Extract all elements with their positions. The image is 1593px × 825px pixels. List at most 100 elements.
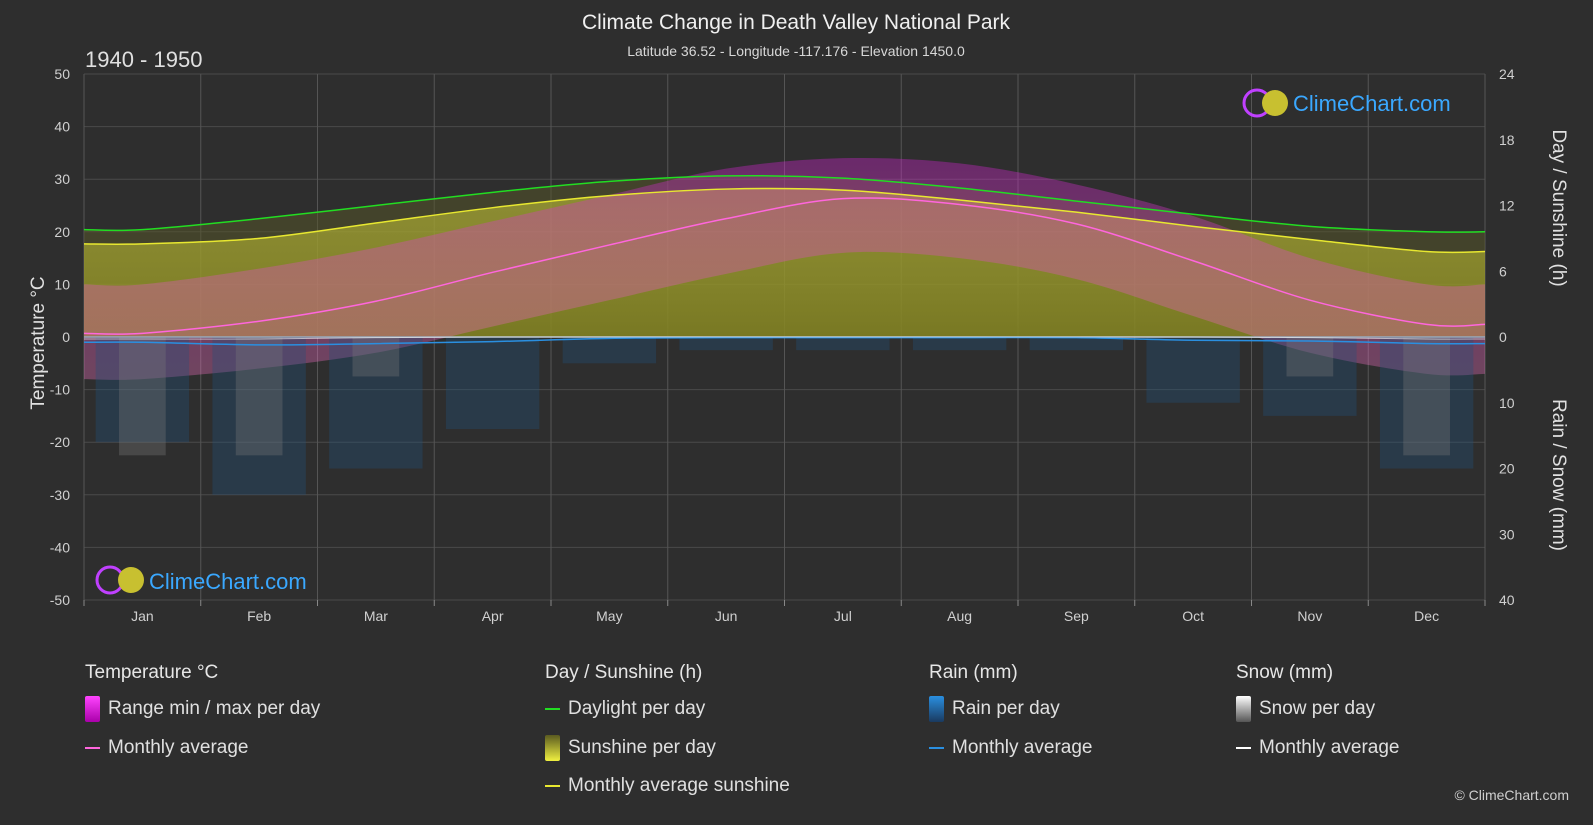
rain-bar: [562, 337, 657, 364]
y-left-axis-label: Temperature °C: [28, 276, 49, 409]
x-tick-label: Sep: [1064, 608, 1089, 624]
y-left-tick-label: 50: [54, 66, 70, 82]
temperature-range: [84, 157, 1485, 380]
x-tick-label: Apr: [482, 608, 504, 624]
y-left-tick-label: -50: [50, 592, 70, 608]
daylight-line: [83, 174, 1486, 233]
y-right-top-tick-label: 12: [1499, 198, 1515, 214]
legend-rain: Rain (mm) Rain per day Monthly average: [929, 662, 1092, 767]
temp-avg-line: [83, 197, 1486, 335]
rain-bar: [796, 337, 890, 351]
legend-snow-title: Snow (mm): [1236, 662, 1334, 683]
sunshine-swatch: [545, 734, 560, 761]
y-left-tick-label: 0: [62, 329, 70, 345]
y-right-top-tick-label: 6: [1499, 263, 1507, 279]
legend-label: Snow per day: [1259, 698, 1376, 720]
y-right-bottom-axis-label: Rain / Snow (mm): [1548, 399, 1569, 551]
legend-sunshine: Day / Sunshine (h) Daylight per day Suns…: [545, 662, 790, 806]
x-tick-label: Aug: [947, 608, 972, 624]
legend: Temperature °C Range min / max per day M…: [0, 662, 1593, 802]
sunshine-avg-line: [83, 187, 1486, 254]
y-left-tick-label: 40: [54, 119, 70, 135]
watermark-text-bottom: ClimeChart.com: [149, 569, 307, 594]
legend-label: Daylight per day: [568, 698, 706, 720]
legend-item-sunshine: Sunshine per day: [545, 729, 790, 768]
rain-bar: [212, 337, 306, 495]
logo-sun-icon: [1262, 90, 1288, 116]
period-label: 1940 - 1950: [85, 47, 202, 72]
chart-title: Climate Change in Death Valley National …: [582, 11, 1010, 34]
x-tick-label: May: [596, 608, 622, 624]
y-right-top-tick-label: 18: [1499, 132, 1515, 148]
rain-bar: [912, 337, 1007, 351]
legend-temperature-title: Temperature °C: [85, 662, 219, 683]
snow-swatch: [1236, 696, 1251, 723]
snow-bar: [235, 337, 283, 456]
precipitation-bars: [95, 337, 1474, 495]
temp-range-band: [84, 157, 1485, 380]
legend-sunshine-title: Day / Sunshine (h): [545, 662, 703, 683]
y-left-tick-label: 20: [54, 224, 70, 240]
y-right-bottom-tick-label: 40: [1499, 592, 1515, 608]
rain-bar: [1263, 337, 1357, 416]
y-left-tick-label: -40: [50, 539, 70, 555]
climate-chart: Climate Change in Death Valley National …: [28, 11, 1569, 624]
snow-avg-line: [83, 336, 1486, 340]
rain-bar: [445, 337, 540, 430]
copyright: © ClimeChart.com: [1454, 787, 1569, 803]
legend-label: Monthly average sunshine: [568, 775, 790, 797]
y-left-tick-label: 10: [54, 276, 70, 292]
watermark-text-top: ClimeChart.com: [1293, 91, 1451, 116]
y-right-bottom-tick-label: 10: [1499, 395, 1515, 411]
x-tick-label: Jun: [715, 608, 738, 624]
legend-item-temp-range: Range min / max per day: [85, 690, 320, 729]
chart-subtitle: Latitude 36.52 - Longitude -117.176 - El…: [627, 43, 965, 59]
y-left-tick-label: -10: [50, 382, 70, 398]
legend-item-sunshine-avg: Monthly average sunshine: [545, 767, 790, 806]
legend-item-rain: Rain per day: [929, 690, 1092, 729]
legend-item-rain-avg: Monthly average: [929, 729, 1092, 768]
rain-bar: [95, 337, 190, 443]
rain-avg-line: [83, 336, 1486, 346]
legend-label: Rain per day: [952, 698, 1060, 720]
x-tick-label: Mar: [364, 608, 388, 624]
rain-avg-swatch: [929, 746, 944, 749]
legend-label: Range min / max per day: [108, 698, 321, 720]
rain-bar: [679, 337, 773, 351]
legend-label: Monthly average: [108, 736, 249, 758]
legend-label: Monthly average: [1259, 736, 1400, 758]
snow-bar: [119, 337, 166, 456]
legend-label: Monthly average: [952, 736, 1093, 758]
legend-snow: Snow (mm) Snow per day Monthly average: [1236, 662, 1399, 767]
y-left-tick-label: -30: [50, 487, 70, 503]
snow-avg-swatch: [1236, 746, 1251, 749]
axis-ticks: 50 40 30 20 10 0 -10 -20 -30 -40 -50 Jan Feb Mar Apr Ma…: [50, 66, 1515, 624]
y-left-tick-label: -20: [50, 434, 70, 450]
snow-bar: [1286, 337, 1334, 377]
snow-bar: [1403, 337, 1450, 456]
legend-label: Sunshine per day: [568, 736, 716, 758]
y-left-tick-label: 30: [54, 171, 70, 187]
rain-bar: [1146, 337, 1240, 403]
logo-sun-icon: [118, 567, 144, 593]
temp-avg-swatch: [85, 746, 100, 749]
x-tick-label: Feb: [247, 608, 271, 624]
rain-bar: [1379, 337, 1474, 469]
x-tick-label: Jan: [131, 608, 154, 624]
watermark-bottom: ClimeChart.com: [95, 565, 307, 595]
y-right-top-axis-label: Day / Sunshine (h): [1548, 129, 1569, 286]
rain-swatch: [929, 696, 944, 723]
legend-item-daylight: Daylight per day: [545, 690, 790, 729]
legend-item-snow-avg: Monthly average: [1236, 729, 1399, 768]
x-tick-label: Nov: [1297, 608, 1322, 624]
x-tick-label: Oct: [1182, 608, 1204, 624]
legend-rain-title: Rain (mm): [929, 662, 1018, 683]
legend-item-temp-avg: Monthly average: [85, 729, 320, 768]
rain-bar: [1029, 337, 1124, 351]
x-tick-label: Jul: [834, 608, 852, 624]
legend-temperature: Temperature °C Range min / max per day M…: [85, 662, 320, 767]
daylight-swatch: [545, 708, 560, 711]
watermark-top: ClimeChart.com: [1242, 88, 1451, 118]
y-right-bottom-tick-label: 30: [1499, 526, 1515, 542]
series-lines: [83, 174, 1486, 346]
